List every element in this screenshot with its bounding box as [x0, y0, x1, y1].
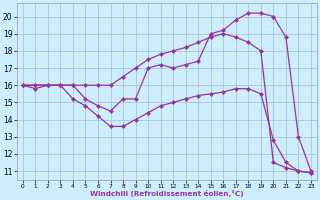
X-axis label: Windchill (Refroidissement éolien,°C): Windchill (Refroidissement éolien,°C)	[90, 190, 244, 197]
